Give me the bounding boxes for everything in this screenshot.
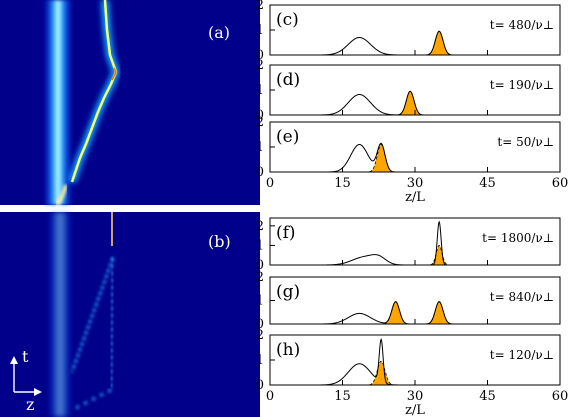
panel-h-time-label: t= 120/ν⊥ — [490, 348, 554, 362]
panel-h-label: (h) — [276, 340, 300, 360]
time-space-axes: t z — [10, 347, 42, 414]
z-axis-label: z — [26, 395, 34, 414]
panel-h: 0 1 2 0 15 30 45 60 z/L (h) t= 120/ν⊥ — [256, 328, 569, 417]
heatmap-a: (a) — [0, 0, 260, 207]
panel-f-ytick-label-2: 2 — [256, 219, 264, 234]
panel-h-ytick-label-2: 2 — [256, 328, 264, 343]
panel-c: 0 1 2 (c) t= 480/ν⊥ — [256, 0, 561, 63]
panel-d-ytick-label-1: 1 — [256, 83, 264, 98]
heatmap-b-background — [0, 212, 260, 417]
t-arrowhead — [10, 356, 18, 364]
heatmap-b-track-left — [70, 257, 115, 373]
heatmap-a-track — [70, 0, 118, 183]
panel-label-b: (b) — [208, 232, 231, 251]
panel-f-label: (f) — [276, 223, 296, 243]
panel-h-xtick-label-45: 45 — [479, 389, 496, 404]
panel-h-filled-peak-1 — [369, 360, 394, 386]
panel-f: 0 1 2 (f) t= 1800/ν⊥ — [256, 217, 561, 273]
z-arrowhead — [34, 388, 42, 396]
panel-g: 0 1 2 (g) t= 840/ν⊥ — [256, 270, 561, 332]
panel-e-ytick-label-1: 1 — [256, 140, 264, 155]
panel-h-ytick-label-1: 1 — [256, 353, 264, 368]
panel-h-xtick-label-15: 15 — [334, 389, 351, 404]
panel-f-ytick-label-1: 1 — [256, 238, 264, 253]
panel-e-label: (e) — [276, 127, 299, 147]
panel-f-ytick-label-0: 0 — [256, 258, 264, 273]
panel-d-label: (d) — [276, 70, 300, 90]
panel-c-label: (c) — [276, 10, 299, 30]
panel-h-xtick-label-30: 30 — [407, 389, 424, 404]
panel-c-time-label: t= 480/ν⊥ — [490, 18, 554, 32]
panel-c-ytick-label-2: 2 — [256, 0, 264, 13]
panel-label-a: (a) — [208, 23, 230, 42]
heatmap-a-merge-bright — [55, 184, 68, 207]
panel-h-ytick-label-0: 0 — [256, 378, 264, 393]
panel-e-xtick-label-45: 45 — [479, 176, 496, 191]
heatmap-b-track-right — [109, 257, 115, 391]
panel-h-xtick-label-60: 60 — [552, 389, 569, 404]
panel-h-profile-line — [270, 337, 560, 386]
panel-e-ytick-label-2: 2 — [256, 115, 264, 130]
panel-c-filled-peak-1 — [427, 30, 452, 56]
panel-c-ytick-label-0: 0 — [256, 48, 264, 63]
panel-g-time-label: t= 840/ν⊥ — [490, 290, 554, 304]
heatmap-b-static-column — [48, 212, 72, 417]
panel-e-xlabel: z/L — [405, 190, 425, 205]
panel-e-xtick-label-15: 15 — [334, 176, 351, 191]
panel-h-xlabel: z/L — [405, 403, 425, 417]
panel-f-time-label: t= 1800/ν⊥ — [482, 231, 554, 245]
panel-g-label: (g) — [276, 282, 300, 302]
panel-h-xtick-label-0: 0 — [266, 389, 274, 404]
t-axis-label: t — [22, 347, 29, 366]
panel-d-time-label: t= 190/ν⊥ — [490, 78, 554, 92]
panel-d: 0 1 2 (d) t= 190/ν⊥ — [256, 58, 561, 123]
panel-d-ytick-label-2: 2 — [256, 58, 264, 73]
heatmap-a-track-hot — [111, 67, 118, 81]
panel-c-ytick-label-1: 1 — [256, 23, 264, 38]
panel-e-xtick-label-0: 0 — [266, 176, 274, 191]
panel-e-ytick-label-0: 0 — [256, 165, 264, 180]
panel-d-ytick-label-0: 0 — [256, 108, 264, 123]
heatmap-b-track-bottom — [71, 388, 112, 412]
panel-f-filled-peak-1 — [430, 244, 449, 266]
panel-e-time-label: t= 50/ν⊥ — [497, 135, 554, 149]
panel-e: 0 1 2 0 15 30 45 60 z/L (e) t= 50/ν⊥ — [256, 115, 569, 205]
panel-e-xtick-label-60: 60 — [552, 176, 569, 191]
heatmap-b: (b) t z — [0, 212, 260, 417]
panel-g-ytick-label-2: 2 — [256, 270, 264, 285]
panel-e-xtick-label-30: 30 — [407, 176, 424, 191]
panel-g-ytick-label-1: 1 — [256, 294, 264, 309]
panel-g-ytick-label-0: 0 — [256, 317, 264, 332]
